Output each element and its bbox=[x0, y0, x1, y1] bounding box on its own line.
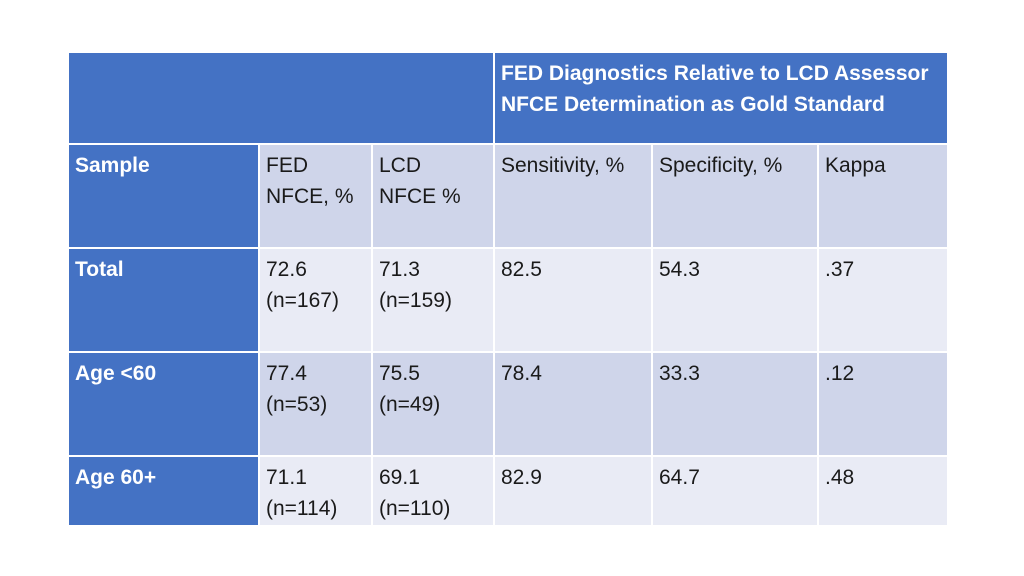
title-cell: FED Diagnostics Relative to LCD Assessor… bbox=[493, 51, 949, 145]
fed-nfce-cell: 72.6 (n=167) bbox=[258, 247, 373, 353]
title-row: FED Diagnostics Relative to LCD Assessor… bbox=[67, 51, 949, 145]
specificity-cell: 33.3 bbox=[651, 351, 819, 457]
lcd-nfce-cell: 71.3 (n=159) bbox=[371, 247, 495, 353]
specificity-cell: 64.7 bbox=[651, 455, 819, 527]
diagnostics-table: FED Diagnostics Relative to LCD Assessor… bbox=[67, 51, 949, 527]
sensitivity-cell: 82.5 bbox=[493, 247, 653, 353]
specificity-cell: 54.3 bbox=[651, 247, 819, 353]
table-title-line-2: NFCE Determination as Gold Standard bbox=[501, 93, 885, 116]
lcd-nfce-cell: 75.5 (n=49) bbox=[371, 351, 495, 457]
table-row: Age <60 77.4 (n=53) 75.5 (n=49) 78.4 33.… bbox=[67, 351, 949, 457]
header-sensitivity: Sensitivity, % bbox=[493, 143, 653, 249]
fed-nfce-cell: 77.4 (n=53) bbox=[258, 351, 373, 457]
header-specificity: Specificity, % bbox=[651, 143, 819, 249]
lcd-nfce-cell: 69.1 (n=110) bbox=[371, 455, 495, 527]
kappa-cell: .48 bbox=[817, 455, 949, 527]
sensitivity-cell: 82.9 bbox=[493, 455, 653, 527]
header-fed-nfce: FED NFCE, % bbox=[258, 143, 373, 249]
header-row: Sample FED NFCE, % LCD NFCE % Sensitivit… bbox=[67, 143, 949, 249]
header-lcd-nfce: LCD NFCE % bbox=[371, 143, 495, 249]
fed-nfce-cell: 71.1 (n=114) bbox=[258, 455, 373, 527]
row-label: Total bbox=[67, 247, 260, 353]
row-label: Age <60 bbox=[67, 351, 260, 457]
table-title-line-1: FED Diagnostics Relative to LCD Assessor bbox=[501, 62, 929, 85]
header-sample: Sample bbox=[67, 143, 260, 249]
table-row: Age 60+ 71.1 (n=114) 69.1 (n=110) 82.9 6… bbox=[67, 455, 949, 527]
kappa-cell: .12 bbox=[817, 351, 949, 457]
sensitivity-cell: 78.4 bbox=[493, 351, 653, 457]
title-blank-cell bbox=[67, 51, 495, 145]
table-row: Total 72.6 (n=167) 71.3 (n=159) 82.5 54.… bbox=[67, 247, 949, 353]
kappa-cell: .37 bbox=[817, 247, 949, 353]
row-label: Age 60+ bbox=[67, 455, 260, 527]
header-kappa: Kappa bbox=[817, 143, 949, 249]
